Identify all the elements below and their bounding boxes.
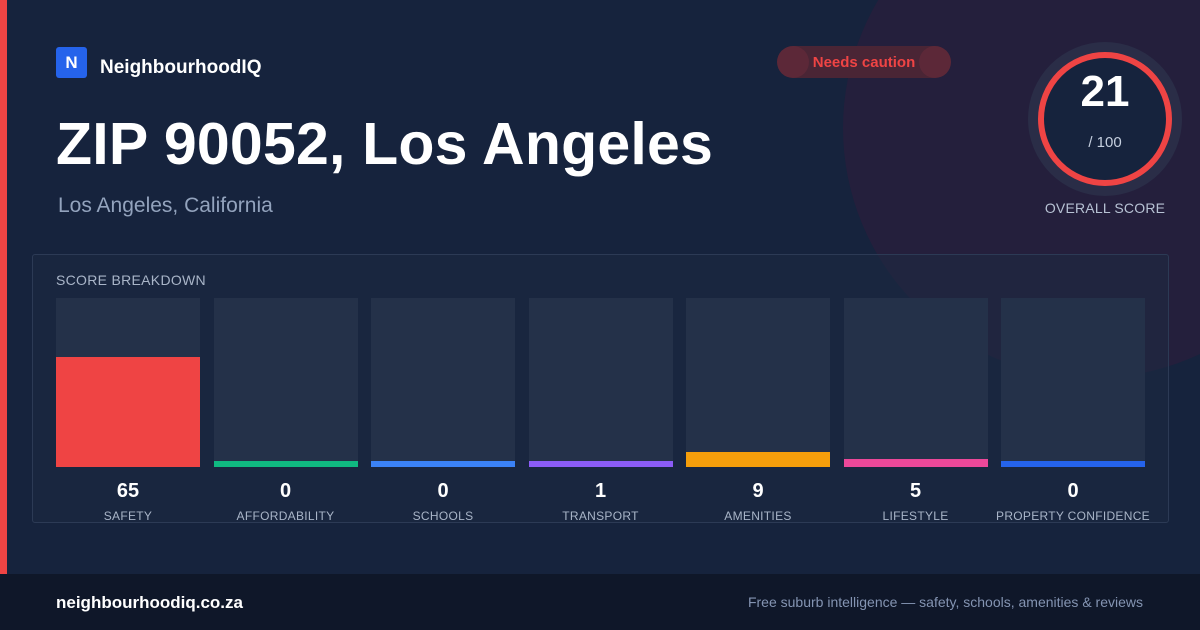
metric-bar-track — [1001, 298, 1145, 467]
metric-value: 5 — [909, 480, 922, 502]
metric-bar-fill — [686, 451, 830, 467]
metric-value: 1 — [594, 480, 607, 502]
accent-stripe — [0, 0, 7, 574]
metric-label: SAFETY — [103, 509, 153, 523]
page-title: ZIP 90052, Los Angeles — [56, 111, 713, 177]
metric-value: 0 — [437, 480, 449, 502]
metric-schools: 0 SCHOOLS — [371, 298, 515, 524]
metric-bar-track — [686, 298, 830, 467]
metric-bar-fill — [1001, 461, 1145, 467]
metric-bar-fill — [371, 461, 515, 467]
metric-transport: 1 TRANSPORT — [528, 298, 673, 524]
overall-score-max: / 100 — [1088, 134, 1122, 151]
overall-score-ring: 21 / 100 — [1028, 42, 1182, 196]
brand[interactable]: N NeighbourhoodIQ — [56, 46, 261, 79]
metric-bar-track — [843, 298, 988, 467]
footer-tagline: Free suburb intelligence — safety, schoo… — [747, 594, 1143, 610]
metric-label: AFFORDABILITY — [236, 509, 335, 523]
share-card: N NeighbourhoodIQ Needs caution ZIP 9005… — [0, 0, 1200, 574]
status-badge: Needs caution — [777, 46, 951, 78]
metric-bar-track — [213, 298, 358, 467]
metric-bar-track — [371, 298, 515, 467]
brand-name: NeighbourhoodIQ — [100, 57, 262, 78]
metric-value: 0 — [279, 480, 292, 502]
footer: neighbourhoodiq.co.za Free suburb intell… — [0, 574, 1200, 630]
metric-label: LIFESTYLE — [882, 509, 949, 523]
metric-bar-fill — [843, 458, 988, 467]
metric-bar-fill — [213, 461, 358, 467]
metric-affordability: 0 AFFORDABILITY — [213, 298, 358, 524]
metric-amenities: 9 AMENITIES — [686, 298, 830, 524]
metric-bar-track — [528, 298, 673, 467]
metric-property-confidence: 0 PROPERTY CONFIDENCE — [996, 298, 1150, 524]
score-breakdown: SCORE BREAKDOWN 65 SAFETY 0 AFFORDABILITY 0 S… — [32, 254, 1169, 523]
status-badge-label: Needs caution — [812, 53, 916, 71]
metric-safety: 65 SAFETY — [56, 298, 200, 524]
metric-value: 0 — [1067, 480, 1079, 502]
footer-domain-link[interactable]: neighbourhoodiq.co.za — [56, 593, 243, 612]
brand-logo-icon: N — [56, 47, 87, 78]
score-ring-icon — [1038, 52, 1172, 186]
score-breakdown-title: SCORE BREAKDOWN — [56, 272, 206, 288]
metric-bar-fill — [56, 357, 200, 467]
metric-value: 9 — [752, 480, 764, 502]
metric-bar-track — [56, 298, 200, 467]
metric-label: AMENITIES — [724, 509, 792, 523]
metric-label: SCHOOLS — [412, 509, 474, 523]
metric-bar-fill — [528, 461, 673, 467]
metric-label: TRANSPORT — [562, 509, 639, 523]
metric-label: PROPERTY CONFIDENCE — [996, 509, 1150, 523]
metric-lifestyle: 5 LIFESTYLE — [843, 298, 988, 524]
page-subtitle: Los Angeles, California — [58, 194, 273, 217]
overall-score-value: 21 — [1080, 67, 1130, 116]
metric-value: 65 — [116, 480, 140, 502]
overall-score-label: OVERALL SCORE — [1044, 200, 1166, 216]
